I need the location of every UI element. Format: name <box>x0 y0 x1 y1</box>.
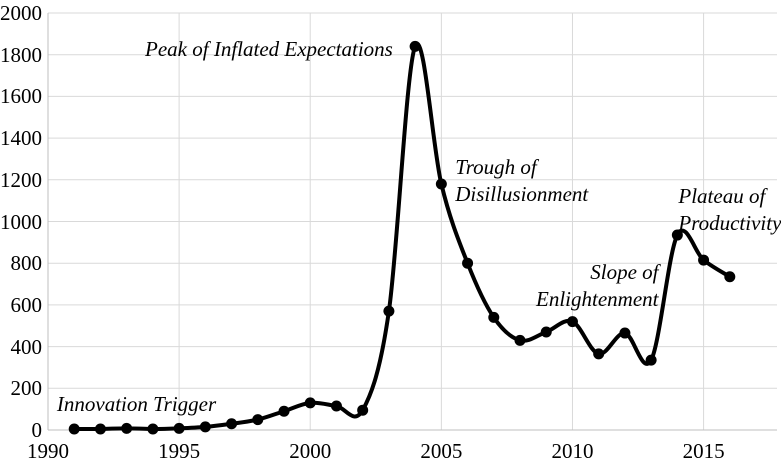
y-axis-tick-label: 1200 <box>0 167 42 192</box>
x-axis-tick-label: 1990 <box>27 439 69 463</box>
data-point-marker <box>94 423 106 435</box>
x-axis-tick-label: 2015 <box>682 439 725 463</box>
y-axis-tick-label: 1600 <box>0 84 42 109</box>
data-point-marker <box>698 254 710 266</box>
data-point-marker <box>68 423 80 435</box>
data-point-marker <box>409 40 421 52</box>
data-point-marker <box>226 418 238 430</box>
data-point-marker <box>330 400 342 412</box>
data-point-marker <box>278 405 290 417</box>
x-axis-tick-label: 2005 <box>420 439 463 463</box>
data-point-marker <box>147 423 159 435</box>
gridlines <box>48 12 777 430</box>
y-axis-tick-label: 2000 <box>0 1 42 25</box>
data-point-marker <box>435 178 447 190</box>
data-point-marker <box>199 421 211 433</box>
y-axis-tick-label: 200 <box>10 376 43 401</box>
data-point-marker <box>514 334 526 346</box>
data-point-marker <box>173 422 185 434</box>
data-point-marker <box>645 354 657 366</box>
data-point-marker <box>619 327 631 339</box>
phase-annotation: Plateau of Productivity <box>678 184 781 236</box>
y-axis-tick-label: 600 <box>10 292 43 317</box>
y-axis-tick-label: 1000 <box>0 209 42 234</box>
phase-annotation: Trough of Disillusionment <box>455 154 589 206</box>
y-axis-tick-label: 400 <box>10 334 43 359</box>
data-point-marker <box>593 348 605 360</box>
data-point-marker <box>383 305 395 317</box>
phase-annotation: Slope of Enlightenment <box>536 260 659 312</box>
data-point-marker <box>304 397 316 409</box>
data-point-marker <box>357 404 369 416</box>
y-axis-tick-label: 1800 <box>0 42 42 67</box>
y-axis-tick-label: 1400 <box>0 126 42 151</box>
x-axis-tick-label: 2010 <box>551 439 594 463</box>
data-point-marker <box>121 422 133 434</box>
data-point-marker <box>566 316 578 328</box>
y-axis-tick-label: 800 <box>10 251 43 276</box>
x-axis-tick-label: 1995 <box>158 439 201 463</box>
data-point-marker <box>462 257 474 269</box>
data-point-marker <box>724 271 736 283</box>
data-point-marker <box>252 414 264 426</box>
x-axis-tick-label: 2000 <box>289 439 332 463</box>
data-point-marker <box>540 326 552 338</box>
hype-curve <box>72 41 732 432</box>
phase-annotation: Peak of Inflated Expectations <box>145 36 393 61</box>
data-point-markers <box>68 40 736 435</box>
y-axis-tick-label: 0 <box>31 418 43 442</box>
phase-annotation: Innovation Trigger <box>56 392 217 417</box>
data-point-marker <box>671 229 683 241</box>
data-point-marker <box>488 311 500 323</box>
